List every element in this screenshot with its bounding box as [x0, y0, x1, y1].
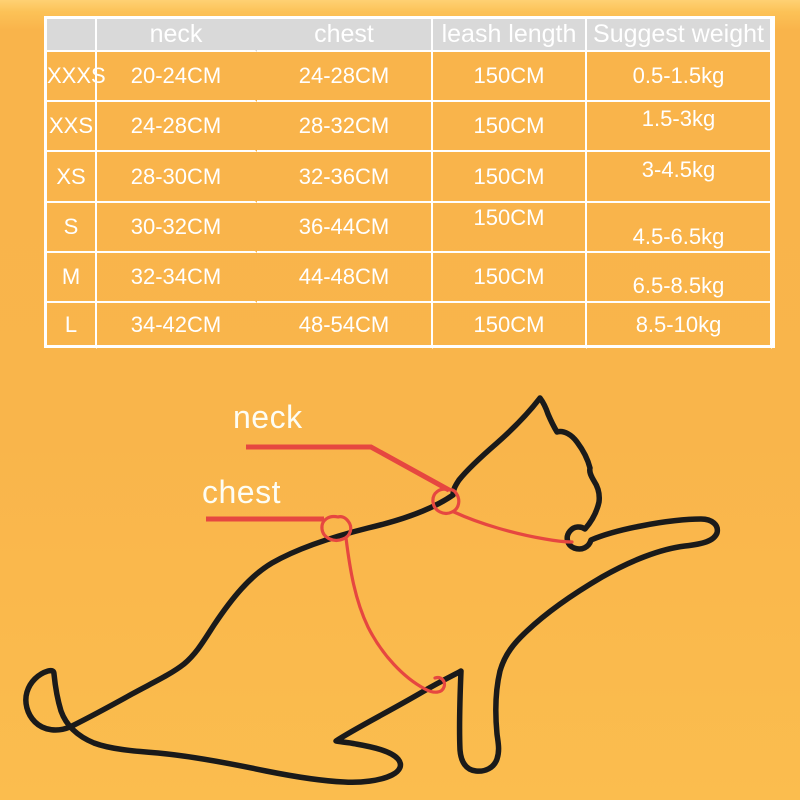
- cell-neck: 30-32CM: [97, 203, 257, 253]
- neck-leader-line: [246, 444, 451, 493]
- cell-chest: 44-48CM: [257, 253, 433, 303]
- table-row: S 30-32CM 36-44CM 150CM 4.5-6.5kg: [47, 203, 772, 253]
- cell-chest: 48-54CM: [257, 303, 433, 349]
- cell-leash: 150CM: [433, 152, 587, 203]
- cell-size: L: [47, 303, 97, 349]
- table-row: L 34-42CM 48-54CM 150CM 8.5-10kg: [47, 303, 772, 349]
- header-leash-length: leash length: [433, 19, 587, 52]
- cell-size: XXS: [47, 102, 97, 152]
- cell-leash: 150CM: [433, 253, 587, 303]
- cell-neck: 34-42CM: [130, 312, 222, 337]
- cell-weight: 6.5-8.5kg: [587, 253, 772, 303]
- cell-weight: 8.5-10kg: [587, 303, 772, 349]
- table-row: XXS 24-28CM 28-32CM 150CM 1.5-3kg: [47, 102, 772, 152]
- table-row: XS 28-30CM 32-36CM 150CM 3-4.5kg: [47, 152, 772, 203]
- cell-weight: 3-4.5kg: [587, 152, 772, 203]
- header-chest: chest: [257, 19, 433, 52]
- cell-neck: 20-24CM: [97, 52, 257, 102]
- cell-neck: 32-34CM: [97, 253, 257, 303]
- cell-neck: 24-28CM: [97, 102, 257, 152]
- table-row: M 32-34CM 44-48CM 150CM 6.5-8.5kg: [47, 253, 772, 303]
- cell-chest: 32-36CM: [257, 152, 433, 203]
- neck-label: neck: [233, 399, 303, 435]
- cell-size: XS: [47, 152, 97, 203]
- cat-outline: [23, 395, 721, 785]
- cell-chest: 36-44CM: [257, 203, 433, 253]
- table-row: XXXS 20-24CM 24-28CM 150CM 0.5-1.5kg: [47, 52, 772, 102]
- cell-leash: 150CM: [433, 52, 587, 102]
- cell-weight: 4.5-6.5kg: [587, 203, 772, 253]
- cell-chest: 28-32CM: [257, 102, 433, 152]
- header-size: [47, 19, 97, 52]
- chest-measure-loop: [320, 514, 353, 542]
- cell-leash: 150CM: [433, 303, 587, 349]
- header-neck: neck: [97, 19, 257, 52]
- neck-cord-line: [452, 510, 574, 544]
- size-table: neck chest leash length Suggest weight X…: [44, 16, 775, 349]
- cell-weight: 0.5-1.5kg: [587, 52, 772, 102]
- cell-size: S: [47, 203, 97, 253]
- cell-leash: 150CM: [433, 102, 587, 152]
- table-header-row: neck chest leash length Suggest weight: [47, 19, 772, 52]
- neck-measure-loop: [431, 487, 461, 515]
- chest-label: chest: [202, 474, 281, 510]
- cell-weight: 1.5-3kg: [587, 102, 772, 152]
- chest-girth-line: [344, 536, 447, 694]
- header-suggest-weight: Suggest weight: [587, 19, 772, 52]
- cell-chest: 24-28CM: [257, 52, 433, 102]
- cell-leash: 150CM: [433, 203, 587, 253]
- cell-neck: 28-30CM: [97, 152, 257, 203]
- cell-size: M: [47, 253, 97, 303]
- cell-size: XXXS: [47, 52, 106, 102]
